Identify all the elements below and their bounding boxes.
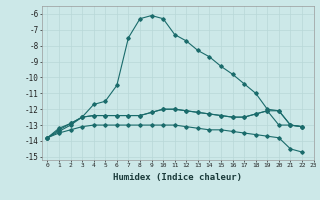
X-axis label: Humidex (Indice chaleur): Humidex (Indice chaleur) — [113, 173, 242, 182]
